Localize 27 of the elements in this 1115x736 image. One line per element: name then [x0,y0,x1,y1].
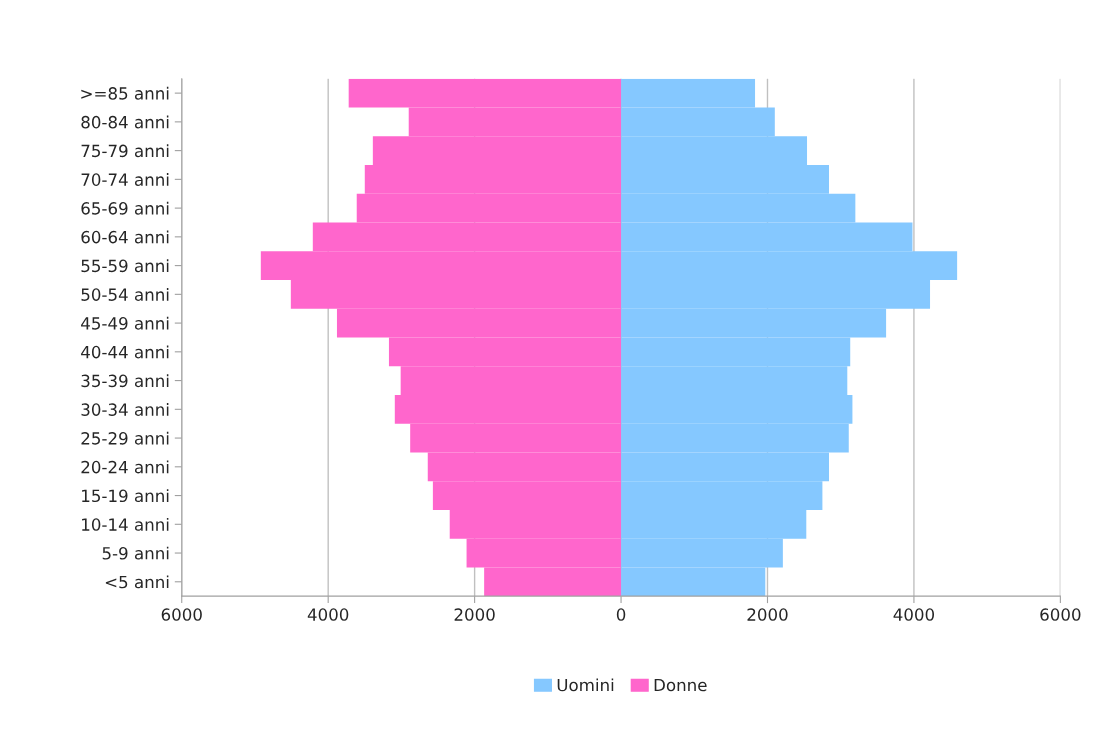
y-tick-label: 15-19 anni [82,489,169,503]
y-tick-label: 20-24 anni [81,460,169,474]
y-tick-label: 60-64 anni [81,230,169,244]
x-tick-label: 4000 [893,608,935,621]
y-tick-label: 5-9 anni [102,546,169,560]
y-tick-label: 45-49 anni [81,316,169,330]
y-tick-label: 40-44 anni [81,345,169,359]
legend-label: Donne [654,678,707,692]
x-tick-label: 6000 [161,608,202,621]
legend-label: Uomini [557,678,614,692]
y-tick-label: 30-34 anni [81,402,169,416]
y-tick-label: 50-54 anni [81,288,169,301]
y-tick-label: >=85 anni [81,86,169,100]
y-tick-label: 75-79 anni [81,144,169,158]
y-tick-label: 65-69 anni [81,201,169,215]
y-tick-label: 55-59 anni [81,259,169,273]
y-tick-label: 35-39 anni [81,374,169,388]
x-tick-label: 4000 [307,608,349,621]
x-tick-label: 2000 [454,608,495,621]
x-tick-label: 6000 [1040,608,1081,621]
y-tick-label: 70-74 anni [81,173,169,186]
y-tick-label: 80-84 anni [81,115,169,129]
y-tick-label: 10-14 anni [82,517,169,531]
y-tick-label: <5 anni [105,575,169,589]
x-tick-label: 2000 [747,608,788,621]
x-tick-label: 0 [616,608,626,621]
y-tick-label: 25-29 anni [81,431,169,445]
